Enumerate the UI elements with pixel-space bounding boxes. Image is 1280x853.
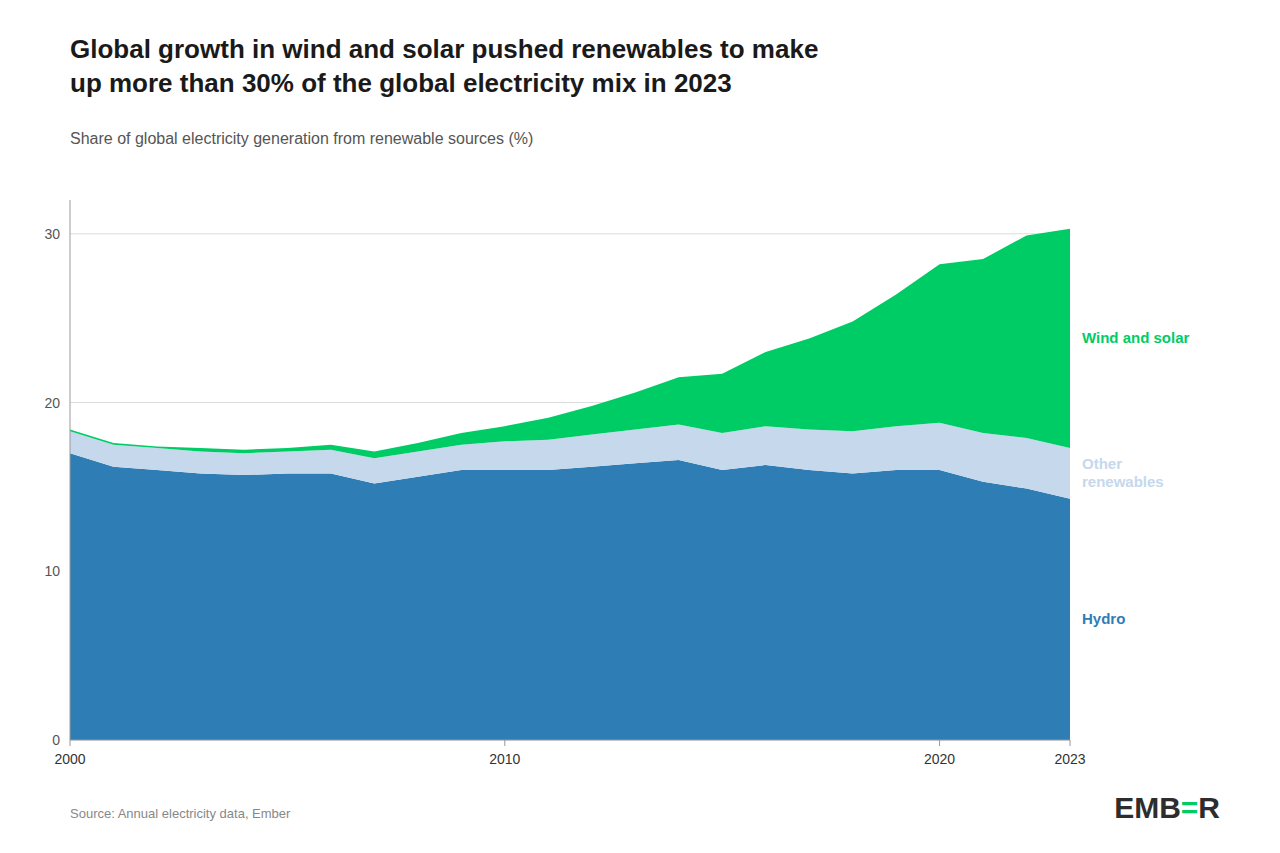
x-axis-line (70, 740, 1070, 741)
series-label-line: Wind and solar (1082, 329, 1190, 346)
title: Global growth in wind and solar pushed r… (70, 34, 818, 98)
logo: EMB=R (1114, 791, 1220, 824)
subtitle: Share of global electricity generation f… (70, 130, 533, 147)
logo-part: R (1198, 791, 1220, 824)
y-tick-label: 30 (44, 226, 60, 242)
grid-line (70, 233, 1070, 234)
x-tick-label: 2010 (489, 751, 520, 767)
series-label-line: Hydro (1082, 610, 1125, 627)
areas (70, 229, 1070, 740)
x-tick-label: 2020 (924, 751, 955, 767)
y-tick-label: 20 (44, 395, 60, 411)
series-label: Hydro (1082, 610, 1125, 627)
area (70, 229, 1070, 459)
y-tick-label: 10 (44, 563, 60, 579)
grid-line (70, 740, 1070, 741)
x-tick (1070, 740, 1071, 746)
source: Source: Annual electricity data, Ember (70, 806, 291, 821)
chart: Global growth in wind and solar pushed r… (0, 0, 1280, 853)
series-label: Otherrenewables (1082, 455, 1164, 490)
x-tick (504, 740, 505, 746)
x-tick-label: 2023 (1054, 751, 1085, 767)
series-label-line: Other (1082, 455, 1122, 472)
y-axis-line (70, 200, 71, 740)
area (70, 453, 1070, 740)
x-tick (939, 740, 940, 746)
series-label: Wind and solar (1082, 329, 1190, 346)
y-tick-label: 0 (52, 732, 60, 748)
page: {"chart_data": { "type": "area", "title"… (0, 0, 1280, 853)
logo-part: = (1181, 791, 1199, 824)
x-tick (70, 740, 71, 746)
title-line: up more than 30% of the global electrici… (70, 68, 732, 98)
x-tick-label: 2000 (54, 751, 85, 767)
title-line: Global growth in wind and solar pushed r… (70, 34, 818, 64)
logo-part: EMB (1114, 791, 1181, 824)
series-label-line: renewables (1082, 473, 1164, 490)
